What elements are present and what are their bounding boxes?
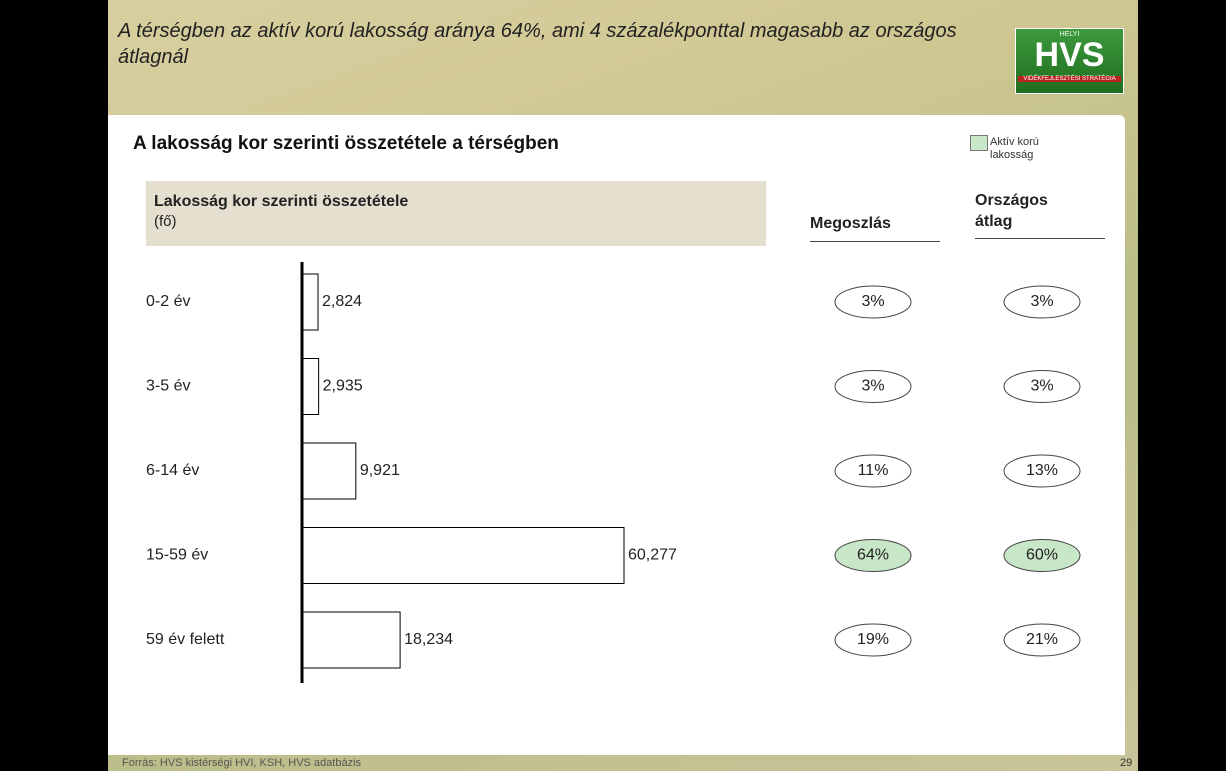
category-label: 0-2 év bbox=[146, 293, 190, 310]
value-label: 60,277 bbox=[628, 547, 677, 564]
share-label: 13% bbox=[1026, 462, 1058, 479]
share-label: 21% bbox=[1026, 631, 1058, 648]
bar bbox=[303, 528, 624, 584]
value-label: 2,935 bbox=[323, 378, 363, 395]
category-label: 3-5 év bbox=[146, 378, 190, 395]
value-label: 9,921 bbox=[360, 462, 400, 479]
category-label: 59 év felett bbox=[146, 631, 225, 648]
bar bbox=[303, 612, 400, 668]
bar bbox=[303, 443, 356, 499]
value-label: 18,234 bbox=[404, 631, 453, 648]
page: A térségben az aktív korú lakosság arány… bbox=[0, 0, 1226, 771]
share-label: 3% bbox=[1030, 293, 1053, 310]
bar bbox=[303, 274, 318, 330]
bar bbox=[303, 359, 319, 415]
share-label: 19% bbox=[857, 631, 889, 648]
value-label: 2,824 bbox=[322, 293, 362, 310]
share-label: 60% bbox=[1026, 547, 1058, 564]
share-label: 64% bbox=[857, 547, 889, 564]
source: Forrás: HVS kistérségi HVI, KSH, HVS ada… bbox=[122, 757, 361, 769]
share-label: 3% bbox=[1030, 378, 1053, 395]
category-label: 15-59 év bbox=[146, 547, 208, 564]
share-label: 3% bbox=[861, 293, 884, 310]
page-number: 29 bbox=[1120, 757, 1132, 769]
share-label: 11% bbox=[858, 462, 889, 479]
share-label: 3% bbox=[861, 378, 884, 395]
chart: 0-2 év 2,824 3% 3% 3-5 év 2,935 3% 3% 6-14 év 9,9… bbox=[108, 0, 1138, 771]
category-label: 6-14 év bbox=[146, 462, 199, 479]
slide: A térségben az aktív korú lakosság arány… bbox=[108, 0, 1138, 771]
